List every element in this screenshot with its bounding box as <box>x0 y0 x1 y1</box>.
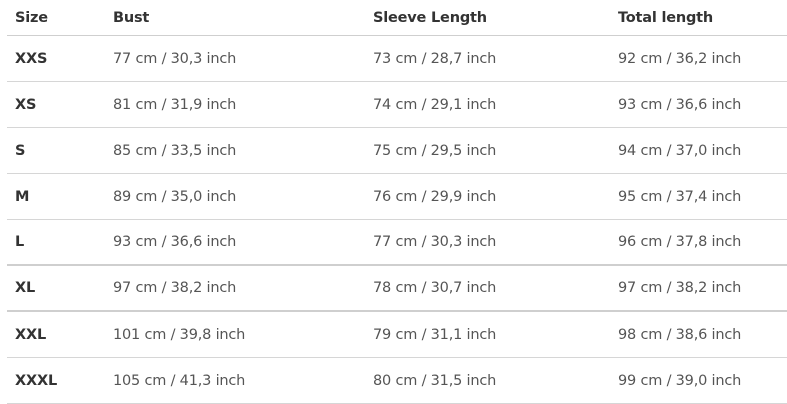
cell-bust: 93 cm / 36,6 inch <box>113 234 237 250</box>
cell-bust: 89 cm / 35,0 inch <box>113 188 237 205</box>
header-bust: Bust <box>113 9 150 26</box>
table-row: XXL 101 cm / 39,8 inch 79 cm / 31,1 inch 98… <box>7 312 787 358</box>
size-chart-table: Size Bust Sleeve Length Total length XXS… <box>7 0 787 404</box>
cell-bust: 97 cm / 38,2 inch <box>113 280 237 296</box>
header-sleeve-length: Sleeve Length <box>373 9 487 26</box>
cell-size: XXL <box>15 326 46 343</box>
cell-total-length: 96 cm / 37,8 inch <box>618 234 742 250</box>
table-row: XS 81 cm / 31,9 inch 74 cm / 29,1 inch 93 c… <box>7 82 787 128</box>
cell-total-length: 94 cm / 37,0 inch <box>618 142 742 159</box>
cell-total-length: 93 cm / 36,6 inch <box>618 96 742 113</box>
table-row: M 89 cm / 35,0 inch 76 cm / 29,9 inch 95 cm… <box>7 174 787 220</box>
header-size: Size <box>15 9 48 26</box>
cell-sleeve-length: 78 cm / 30,7 inch <box>373 280 497 296</box>
cell-bust: 81 cm / 31,9 inch <box>113 96 237 113</box>
cell-sleeve-length: 73 cm / 28,7 inch <box>373 50 497 67</box>
table-row: S 85 cm / 33,5 inch 75 cm / 29,5 inch 94 cm… <box>7 128 787 174</box>
cell-sleeve-length: 80 cm / 31,5 inch <box>373 372 497 389</box>
cell-sleeve-length: 75 cm / 29,5 inch <box>373 142 497 159</box>
cell-size: XXXL <box>15 372 57 389</box>
cell-size: M <box>15 188 30 205</box>
cell-total-length: 92 cm / 36,2 inch <box>618 50 742 67</box>
cell-total-length: 97 cm / 38,2 inch <box>618 280 742 296</box>
cell-sleeve-length: 74 cm / 29,1 inch <box>373 96 497 113</box>
cell-bust: 85 cm / 33,5 inch <box>113 142 237 159</box>
cell-total-length: 98 cm / 38,6 inch <box>618 326 742 343</box>
cell-bust: 105 cm / 41,3 inch <box>113 372 246 389</box>
table-row: XXXL 105 cm / 41,3 inch 80 cm / 31,5 inch 9… <box>7 358 787 404</box>
cell-total-length: 99 cm / 39,0 inch <box>618 372 742 389</box>
cell-size: XXS <box>15 50 48 67</box>
cell-total-length: 95 cm / 37,4 inch <box>618 188 742 205</box>
cell-size: XL <box>15 280 36 296</box>
cell-size: L <box>15 234 25 250</box>
table-row: XXS 77 cm / 30,3 inch 73 cm / 28,7 inch 92 … <box>7 36 787 82</box>
cell-sleeve-length: 77 cm / 30,3 inch <box>373 234 497 250</box>
table-header-row: Size Bust Sleeve Length Total length <box>7 0 787 36</box>
cell-bust: 101 cm / 39,8 inch <box>113 326 246 343</box>
cell-size: XS <box>15 96 37 113</box>
cell-size: S <box>15 142 26 159</box>
cell-bust: 77 cm / 30,3 inch <box>113 50 237 67</box>
table-row: XL 97 cm / 38,2 inch 78 cm / 30,7 inch 97 c… <box>7 266 787 312</box>
cell-sleeve-length: 76 cm / 29,9 inch <box>373 188 497 205</box>
header-total-length: Total length <box>618 9 714 26</box>
cell-sleeve-length: 79 cm / 31,1 inch <box>373 326 497 343</box>
table-row: L 93 cm / 36,6 inch 77 cm / 30,3 inch 96 cm… <box>7 220 787 266</box>
